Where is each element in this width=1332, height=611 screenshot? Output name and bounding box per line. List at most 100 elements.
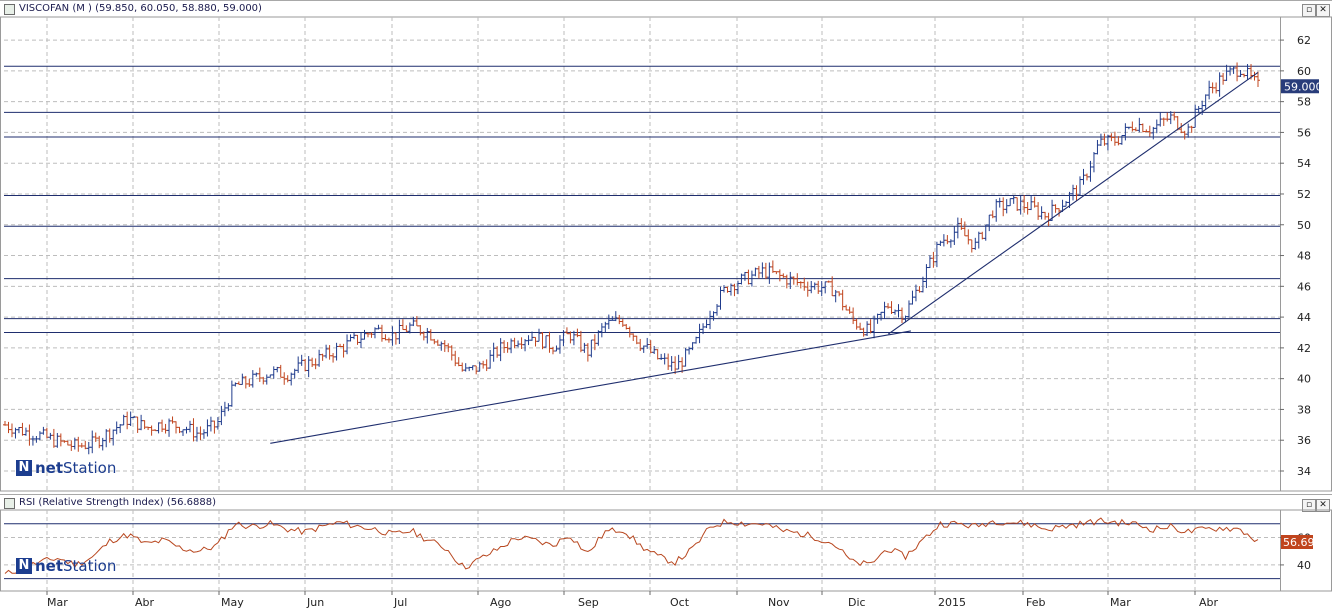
y-tick-label: 40 xyxy=(1297,373,1311,386)
ohlc-bar xyxy=(425,327,430,344)
ohlc-bar xyxy=(662,353,667,365)
ohlc-bar xyxy=(1172,111,1177,121)
ohlc-bar xyxy=(760,262,765,278)
ohlc-bar xyxy=(1064,201,1069,207)
ohlc-bar xyxy=(275,366,280,373)
ohlc-bar xyxy=(264,374,269,385)
ohlc-bar xyxy=(142,420,147,430)
ohlc-bar xyxy=(247,378,252,387)
ohlc-bar xyxy=(568,331,573,344)
ohlc-bar xyxy=(742,271,747,281)
ohlc-bar xyxy=(676,354,681,370)
ohlc-bar xyxy=(1130,121,1135,132)
ohlc-bar xyxy=(613,311,618,322)
ohlc-bar xyxy=(1022,195,1027,213)
ohlc-bar xyxy=(435,339,440,346)
ohlc-bar xyxy=(135,416,140,433)
ohlc-bar xyxy=(271,366,276,379)
ohlc-bar xyxy=(170,416,175,424)
ohlc-bar xyxy=(652,345,657,355)
ohlc-bar xyxy=(673,356,678,375)
ohlc-bar xyxy=(516,340,521,348)
ohlc-bar xyxy=(641,345,646,353)
y-tick-label: 46 xyxy=(1297,280,1311,293)
y-tick-label: 50 xyxy=(1297,219,1311,232)
price-pane-title-text: VISCOFAN (M ) (59.850, 60.050, 58.880, 5… xyxy=(19,3,262,14)
ohlc-bar xyxy=(306,356,311,378)
ohlc-bar xyxy=(1098,133,1103,146)
ohlc-bar xyxy=(893,309,898,315)
rsi-pane-close-button[interactable]: ✕ xyxy=(1316,499,1330,512)
ohlc-bar xyxy=(498,338,503,362)
y-tick-label: 44 xyxy=(1297,311,1311,324)
ohlc-bar xyxy=(833,289,838,303)
ohlc-bar xyxy=(453,350,458,367)
ohlc-bar xyxy=(470,365,475,371)
ohlc-bar xyxy=(198,426,203,441)
ohlc-bar xyxy=(484,359,489,372)
ohlc-bar xyxy=(282,372,287,385)
ohlc-bar xyxy=(233,382,238,387)
ohlc-bar xyxy=(34,435,39,443)
ohlc-bar xyxy=(125,411,130,430)
ohlc-bar xyxy=(149,425,154,436)
ohlc-bar xyxy=(844,304,849,311)
ohlc-bar xyxy=(837,291,842,297)
ohlc-bar xyxy=(1207,80,1212,100)
ohlc-bar xyxy=(44,427,49,439)
ohlc-bar xyxy=(65,440,70,446)
ohlc-bar xyxy=(1224,64,1229,81)
ohlc-bar xyxy=(1231,66,1236,74)
price-pane-title: VISCOFAN (M ) (59.850, 60.050, 58.880, 5… xyxy=(4,2,262,16)
ohlc-bar xyxy=(976,231,981,249)
ohlc-bar xyxy=(962,221,967,237)
ohlc-bar xyxy=(1095,139,1100,155)
ohlc-bar xyxy=(331,353,336,363)
ohlc-bar xyxy=(261,376,266,385)
ohlc-bar xyxy=(1168,111,1173,125)
ohlc-bar xyxy=(819,281,824,297)
y-tick-label: 38 xyxy=(1297,403,1311,416)
last-price-label-bg xyxy=(1281,79,1319,94)
ohlc-bar xyxy=(715,304,720,316)
ohlc-bar xyxy=(226,403,231,412)
ohlc-bar xyxy=(509,338,514,354)
ohlc-bar xyxy=(879,311,884,321)
ohlc-bar xyxy=(30,435,35,446)
ohlc-bar xyxy=(1001,197,1006,217)
price-pane: VISCOFAN (M ) (59.850, 60.050, 58.880, 5… xyxy=(0,0,1332,492)
rsi-pane-restore-button[interactable]: ▫ xyxy=(1302,499,1316,512)
y-tick-label: 42 xyxy=(1297,342,1311,355)
ohlc-bar xyxy=(847,306,852,314)
ohlc-bar xyxy=(83,440,88,450)
ohlc-bar xyxy=(379,324,384,342)
x-tick-label: Dic xyxy=(848,596,866,609)
pane-icon xyxy=(4,497,15,509)
ohlc-bar xyxy=(631,333,636,341)
ohlc-bar xyxy=(48,432,53,440)
ohlc-bar xyxy=(753,267,758,277)
ohlc-bar xyxy=(502,340,507,354)
ohlc-bar xyxy=(708,310,713,330)
ohlc-bar xyxy=(1102,133,1107,146)
ohlc-bar xyxy=(791,276,796,285)
ohlc-bar xyxy=(128,411,133,427)
ohlc-bar xyxy=(774,271,779,275)
ohlc-bar xyxy=(460,362,465,372)
ohlc-bar xyxy=(1029,195,1034,211)
ohlc-bar xyxy=(603,321,608,333)
ohlc-bar xyxy=(798,281,803,289)
ohlc-bar xyxy=(174,421,179,434)
rsi-chart: 406056.69MarAbrMayJunJulAgoSepOctNovDic2… xyxy=(0,509,1332,609)
ohlc-bar xyxy=(121,414,126,426)
ohlc-bar xyxy=(941,234,946,247)
ohlc-bar xyxy=(1235,62,1240,82)
ohlc-bar xyxy=(659,353,664,360)
ohlc-bar xyxy=(86,441,91,455)
ohlc-bar xyxy=(955,217,960,239)
ohlc-bar xyxy=(763,262,768,280)
ohlc-bar xyxy=(1077,176,1082,196)
ohlc-bar xyxy=(756,265,761,279)
ohlc-bar xyxy=(359,332,364,349)
